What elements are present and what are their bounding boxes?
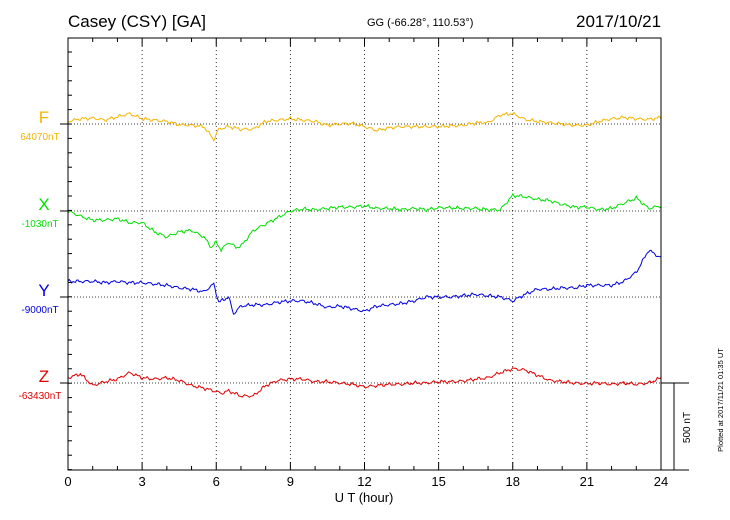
plot-date: 2017/10/21 (576, 12, 662, 31)
series-label-y: Y (38, 281, 49, 300)
baselines (60, 123, 661, 384)
plotted-timestamp: Plotted at 2017/11/21 01:35 UT (716, 348, 725, 452)
trace-y (67, 249, 661, 315)
x-tick-label-24: 24 (654, 474, 668, 489)
x-tick-label-6: 6 (213, 474, 220, 489)
x-tick-label-0: 0 (64, 474, 71, 489)
x-ticks: 0 3 6 9 12 15 18 21 24 (64, 38, 668, 489)
x-tick-label-12: 12 (357, 474, 371, 489)
series-label-x: X (38, 195, 49, 214)
traces (67, 111, 662, 398)
trace-f (67, 111, 662, 143)
x-tick-label-3: 3 (139, 474, 146, 489)
baseline-value-z: -63430nT (19, 391, 62, 402)
x-tick-label-21: 21 (580, 474, 594, 489)
baseline-value-y: -9000nT (21, 305, 58, 316)
x-tick-label-15: 15 (431, 474, 445, 489)
station-coordinates: GG (-66.28°, 110.53°) (367, 17, 474, 29)
x-tick-label-9: 9 (287, 474, 294, 489)
baseline-value-x: -1030nT (21, 219, 58, 230)
series-label-z: Z (39, 367, 49, 386)
scale-bar: 500 nT (661, 382, 693, 471)
trace-x (67, 192, 662, 253)
baseline-value-f: 64070nT (20, 132, 59, 143)
trace-z (67, 367, 662, 398)
series-labels: F 64070nT X -1030nT Y -9000nT Z -63430nT (19, 108, 62, 402)
x-axis-label: U T (hour) (335, 490, 394, 505)
x-tick-label-18: 18 (506, 474, 520, 489)
grid-lines (141, 38, 588, 470)
series-label-f: F (39, 108, 49, 127)
scale-bar-label: 500 nT (682, 412, 693, 443)
station-title: Casey (CSY) [GA] (68, 12, 206, 31)
